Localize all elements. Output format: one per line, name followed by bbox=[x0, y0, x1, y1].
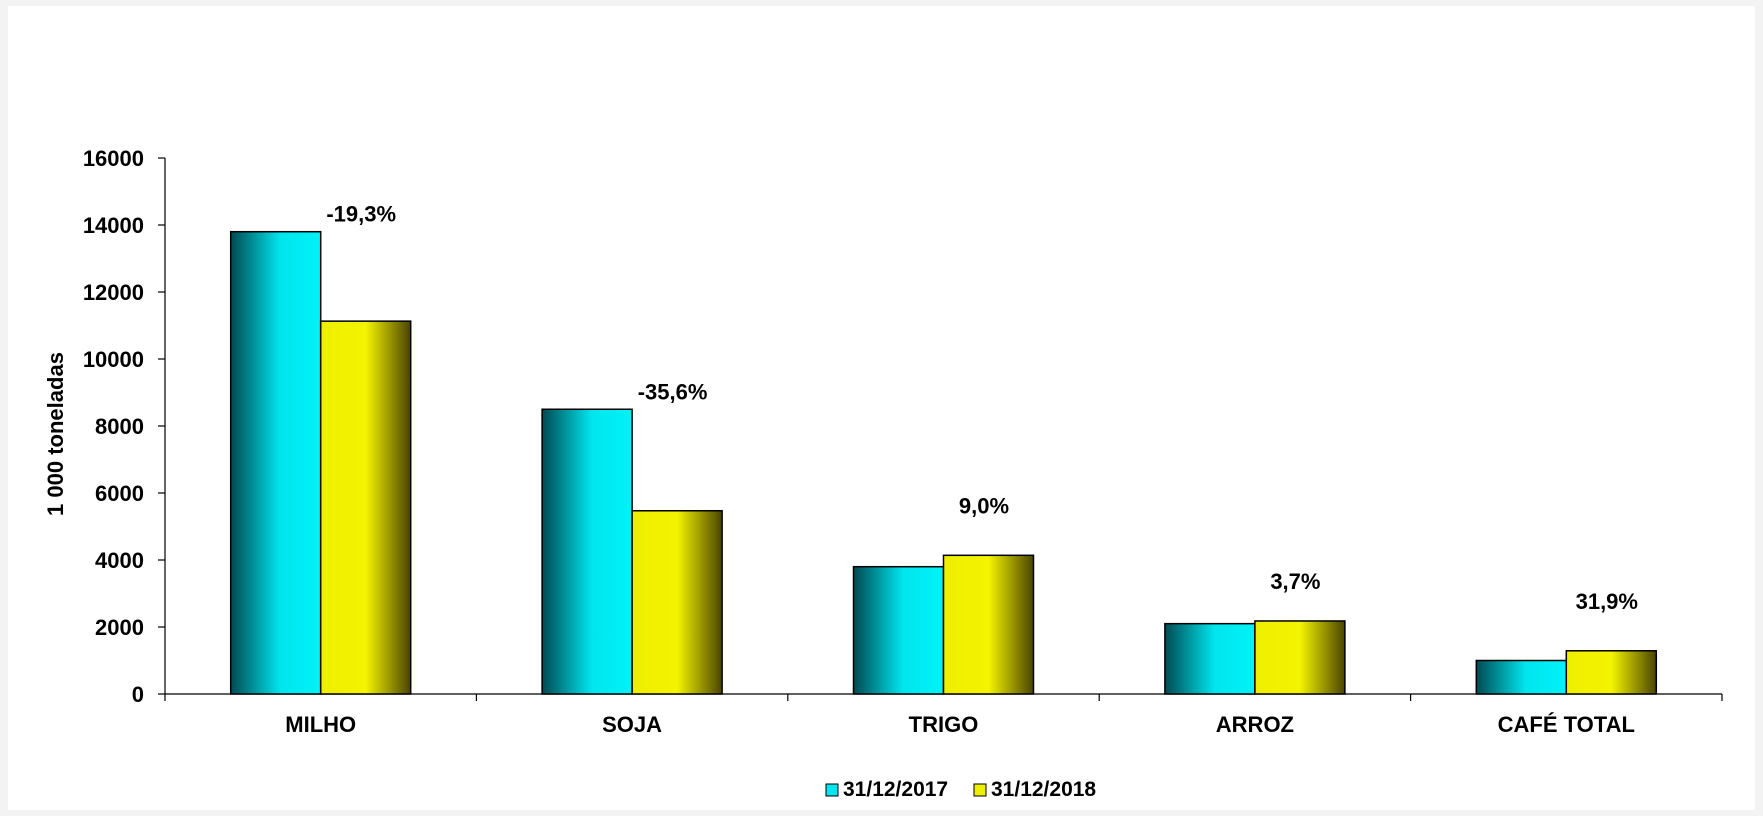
bar-2018 bbox=[631, 510, 723, 695]
bar-2017 bbox=[852, 565, 945, 695]
legend-swatch-2018 bbox=[973, 783, 987, 797]
y-tick-label: 2000 bbox=[95, 615, 144, 640]
bars bbox=[229, 230, 1658, 695]
legend-swatch-2017 bbox=[825, 783, 839, 797]
percent-change-label: 31,9% bbox=[1576, 589, 1638, 614]
percent-annotations: -19,3% -35,6% 9,0% 3,7% 31,9% bbox=[326, 202, 1638, 614]
percent-change-label: -35,6% bbox=[638, 379, 708, 404]
percent-change-label: -19,3% bbox=[326, 202, 396, 227]
bar-2017 bbox=[541, 408, 633, 695]
legend: 31/12/2017 31/12/2018 bbox=[825, 778, 1096, 801]
x-category-label: SOJA bbox=[602, 712, 662, 737]
bar-2018 bbox=[1565, 650, 1658, 695]
y-axis-label: 1 000 toneladas bbox=[43, 352, 68, 516]
y-tick-label: 4000 bbox=[95, 548, 144, 573]
bar-2017 bbox=[1475, 659, 1568, 695]
percent-change-label: 3,7% bbox=[1270, 569, 1320, 594]
x-category-label: TRIGO bbox=[909, 712, 979, 737]
y-tick-label: 16000 bbox=[83, 146, 144, 171]
percent-change-label: 9,0% bbox=[959, 493, 1009, 518]
legend-label-2018: 31/12/2018 bbox=[991, 778, 1096, 801]
bar-2018 bbox=[942, 554, 1035, 695]
bar-2018 bbox=[319, 320, 412, 695]
bar-2017 bbox=[229, 230, 322, 695]
y-tick-label: 6000 bbox=[95, 481, 144, 506]
bar-2018 bbox=[1254, 620, 1346, 695]
y-tick-label: 14000 bbox=[83, 213, 144, 238]
legend-label-2017: 31/12/2017 bbox=[843, 778, 948, 801]
y-tick-label: 10000 bbox=[83, 347, 144, 372]
bar-2017 bbox=[1164, 622, 1256, 695]
y-tick-label: 8000 bbox=[95, 414, 144, 439]
x-category-label: CAFÉ TOTAL bbox=[1498, 712, 1635, 737]
x-category-label: ARROZ bbox=[1216, 712, 1294, 737]
y-tick-label: 0 bbox=[132, 682, 144, 707]
x-category-label: MILHO bbox=[285, 712, 356, 737]
y-tick-label: 12000 bbox=[83, 280, 144, 305]
